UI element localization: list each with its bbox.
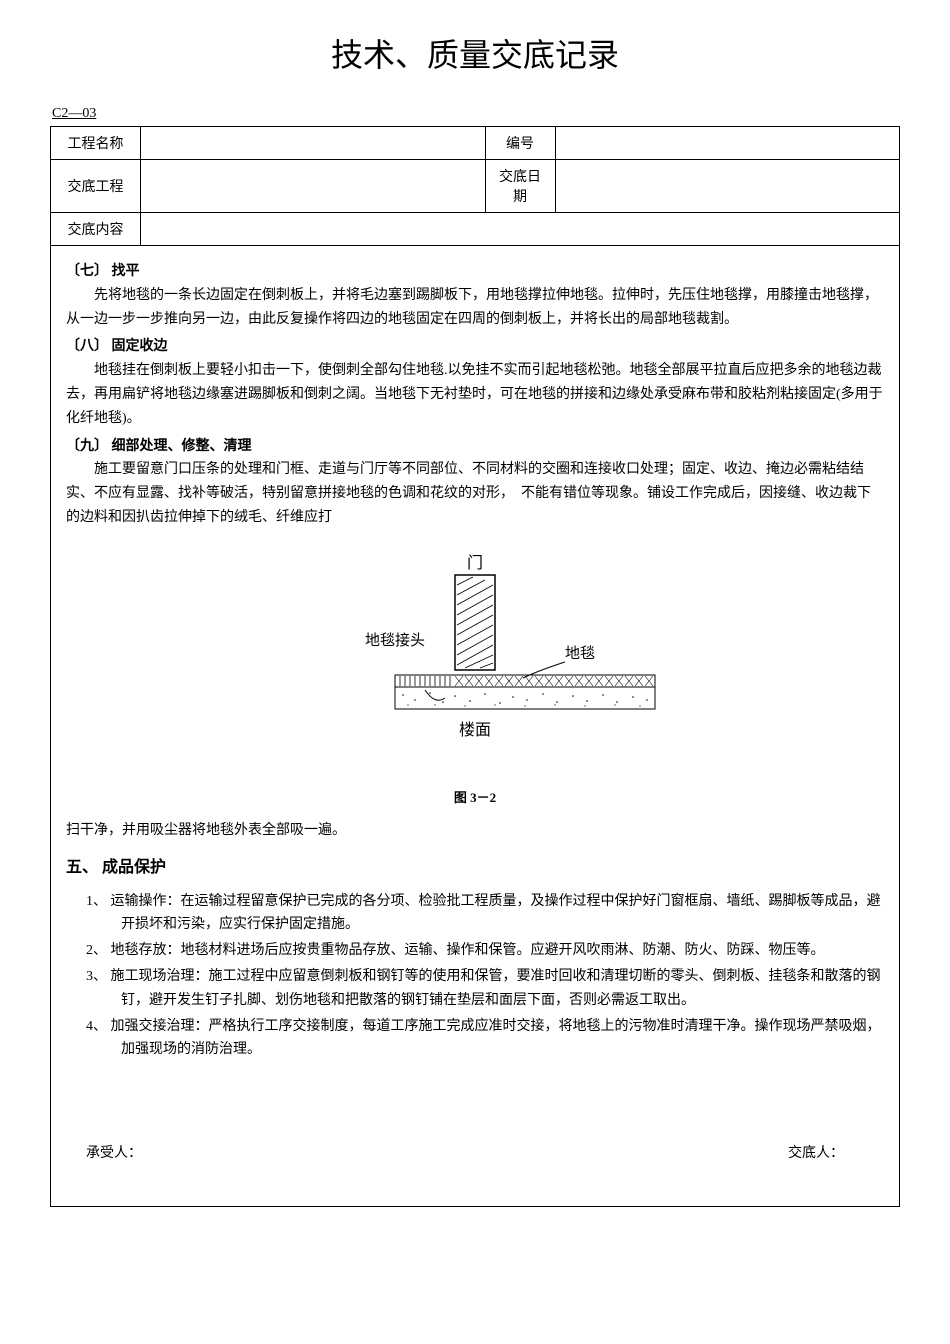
numbered-list: 1、 运输操作：在运输过程留意保护已完成的各分项、检验批工程质量，及操作过程中保…	[66, 890, 884, 1063]
disclosure-date-value	[555, 160, 900, 213]
disclosure-content-label: 交底内容	[51, 213, 141, 246]
header-row-2: 交底工程 交底日期	[51, 160, 900, 213]
section-seven-heading: 〔七〕 找平	[66, 260, 884, 284]
page-title: 技术、质量交底记录	[50, 30, 900, 76]
disclosure-person-label: 交底人：	[788, 1142, 844, 1166]
disclosure-project-value	[141, 160, 486, 213]
main-table: 工程名称 编号 交底工程 交底日期 交底内容 〔七〕 找平 先将地毯的一条长边固…	[50, 126, 900, 1207]
content-row: 〔七〕 找平 先将地毯的一条长边固定在倒刺板上，并将毛边塞到踢脚板下，用地毯撑拉…	[51, 246, 900, 1207]
diagram-caption: 图 3－2	[66, 787, 884, 809]
carpet-joint-label: 地毯接头	[365, 632, 425, 649]
diagram-container: 门 地毯接头	[66, 550, 884, 809]
section-nine-text: 施工要留意门口压条的处理和门框、走道与门厅等不同部位、不同材料的交圈和连接收口处…	[66, 458, 884, 529]
number-label: 编号	[485, 127, 555, 160]
door-label: 门	[467, 554, 483, 572]
receiver-label: 承受人：	[86, 1142, 142, 1166]
disclosure-date-label: 交底日期	[485, 160, 555, 213]
section-eight-text: 地毯挂在倒刺板上要轻小扣击一下，使倒刺全部勾住地毯.以免挂不实而引起地毯松弛。地…	[66, 359, 884, 430]
project-name-value	[141, 127, 486, 160]
list-item: 2、 地毯存放：地毯材料进场后应按贵重物品存放、运输、操作和保管。应避开风吹雨淋…	[86, 939, 884, 963]
disclosure-project-label: 交底工程	[51, 160, 141, 213]
header-row-3: 交底内容	[51, 213, 900, 246]
disclosure-content-value	[141, 213, 900, 246]
section-nine-heading: 〔九〕 细部处理、修整、清理	[66, 435, 884, 459]
section-seven-text: 先将地毯的一条长边固定在倒刺板上，并将毛边塞到踢脚板下，用地毯撑拉伸地毯。拉伸时…	[66, 284, 884, 332]
floor-label: 楼面	[459, 721, 491, 739]
project-name-label: 工程名称	[51, 127, 141, 160]
section-five-heading: 五、 成品保护	[66, 854, 884, 881]
list-item: 4、 加强交接治理：严格执行工序交接制度，每道工序施工完成应准时交接，将地毯上的…	[86, 1015, 884, 1063]
content-cell: 〔七〕 找平 先将地毯的一条长边固定在倒刺板上，并将毛边塞到踢脚板下，用地毯撑拉…	[51, 246, 900, 1207]
list-item: 3、 施工现场治理：施工过程中应留意倒刺板和钢钉等的使用和保管，要准时回收和清理…	[86, 965, 884, 1013]
header-row-1: 工程名称 编号	[51, 127, 900, 160]
number-value	[555, 127, 900, 160]
diagram-svg: 门 地毯接头	[275, 550, 675, 770]
list-item: 1、 运输操作：在运输过程留意保护已完成的各分项、检验批工程质量，及操作过程中保…	[86, 890, 884, 938]
document-code: C2—03	[52, 106, 900, 122]
section-eight-heading: 〔八〕 固定收边	[66, 335, 884, 359]
signature-row: 承受人： 交底人：	[66, 1142, 884, 1196]
cleanup-text: 扫干净，并用吸尘器将地毯外表全部吸一遍。	[66, 819, 884, 843]
carpet-label: 地毯	[565, 645, 595, 662]
